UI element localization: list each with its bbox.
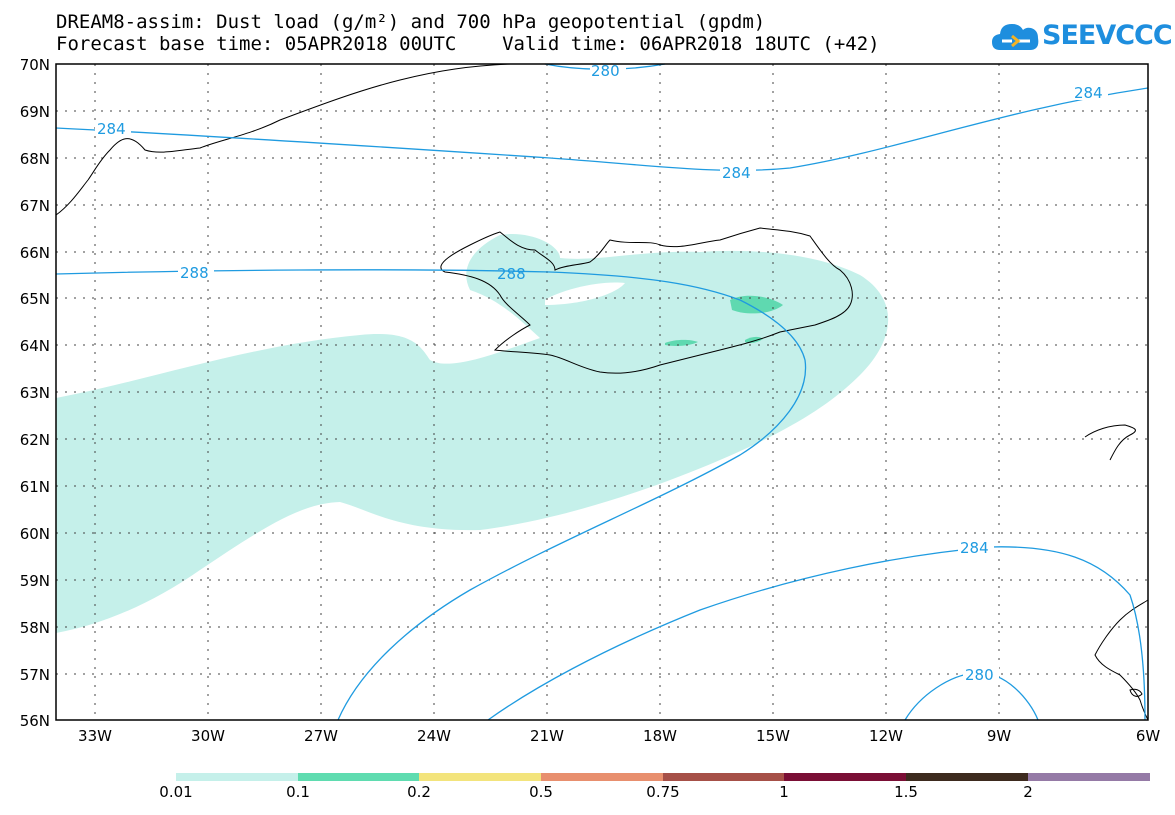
lon-label: 30W <box>191 727 225 745</box>
lon-label: 27W <box>304 727 338 745</box>
logo-text: SEEVCCC <box>1042 20 1173 51</box>
contour-label: 288 <box>180 264 209 282</box>
colorbar-swatch <box>663 773 784 781</box>
colorbar-label: 0.75 <box>646 783 680 801</box>
faroe-coast <box>1084 424 1136 461</box>
contour-288 <box>55 269 807 721</box>
lon-label: 9W <box>987 727 1012 745</box>
colorbar-swatch <box>298 773 419 781</box>
colorbar-swatch <box>784 773 906 781</box>
dust-gap <box>545 282 625 305</box>
coastlines <box>55 63 1149 721</box>
lat-label: 68N <box>20 150 50 168</box>
contour-label: 284 <box>722 164 751 182</box>
colorbar <box>176 773 1150 781</box>
cloud-logo-icon <box>992 24 1039 50</box>
lat-label: 60N <box>20 525 50 543</box>
lat-label: 63N <box>20 384 50 402</box>
lat-label: 58N <box>20 619 50 637</box>
lat-label: 56N <box>20 712 50 730</box>
colorbar-label: 1 <box>779 783 789 801</box>
colorbar-label: 1.5 <box>894 783 918 801</box>
colorbar-label: 0.1 <box>286 783 310 801</box>
contour-labels: 280 284 288 284 284 284 280 288 <box>95 61 1108 684</box>
colorbar-label: 2 <box>1023 783 1033 801</box>
lon-label: 18W <box>643 727 677 745</box>
lon-label: 12W <box>869 727 903 745</box>
dust-light-area <box>56 234 889 633</box>
contour-label: 284 <box>97 120 126 138</box>
contour-284-north <box>55 87 1149 172</box>
lat-label: 67N <box>20 197 50 215</box>
colorbar-swatch <box>906 773 1028 781</box>
lat-label: 62N <box>20 431 50 449</box>
colorbar-swatch <box>176 773 298 781</box>
lat-label: 69N <box>20 103 50 121</box>
colorbar-label: 0.5 <box>529 783 553 801</box>
contour-label: 284 <box>1074 84 1103 102</box>
lon-label: 6W <box>1136 727 1161 745</box>
contour-284-south <box>487 546 1146 721</box>
lon-label: 21W <box>530 727 564 745</box>
contour-label: 280 <box>965 666 994 684</box>
colorbar-swatch <box>419 773 541 781</box>
lon-label: 24W <box>417 727 451 745</box>
colorbar-swatch <box>541 773 663 781</box>
geopotential-contours <box>55 63 1149 721</box>
lat-label: 64N <box>20 337 50 355</box>
graticule <box>56 64 1148 720</box>
map-frame <box>55 63 1149 721</box>
lat-label: 59N <box>20 572 50 590</box>
seevccc-logo: SEEVCCC <box>990 16 1173 56</box>
lat-label: 70N <box>20 56 50 74</box>
contour-label: 288 <box>497 265 526 283</box>
colorbar-label: 0.01 <box>159 783 193 801</box>
iceland-coast <box>440 227 853 374</box>
colorbar-swatch <box>1028 773 1150 781</box>
lon-label: 15W <box>756 727 790 745</box>
lat-label: 65N <box>20 290 50 308</box>
colorbar-label: 0.2 <box>407 783 431 801</box>
latitude-labels: 70N 69N 68N 67N 66N 65N 64N 63N 62N 61N … <box>20 56 50 730</box>
scotland-island <box>1129 688 1143 697</box>
lat-label: 57N <box>20 666 50 684</box>
contour-label: 284 <box>960 539 989 557</box>
lat-label: 66N <box>20 244 50 262</box>
map-title: DREAM8-assim: Dust load (g/m²) and 700 h… <box>56 11 766 33</box>
lat-label: 61N <box>20 478 50 496</box>
dust-medium-area <box>665 295 783 346</box>
scotland-coast <box>1094 599 1149 721</box>
lon-label: 33W <box>78 727 112 745</box>
map-subtitle: Forecast base time: 05APR2018 00UTC Vali… <box>56 33 880 55</box>
contour-label: 280 <box>591 62 620 80</box>
longitude-labels: 33W 30W 27W 24W 21W 18W 15W 12W 9W 6W <box>78 727 1160 745</box>
greenland-coast <box>55 63 511 216</box>
